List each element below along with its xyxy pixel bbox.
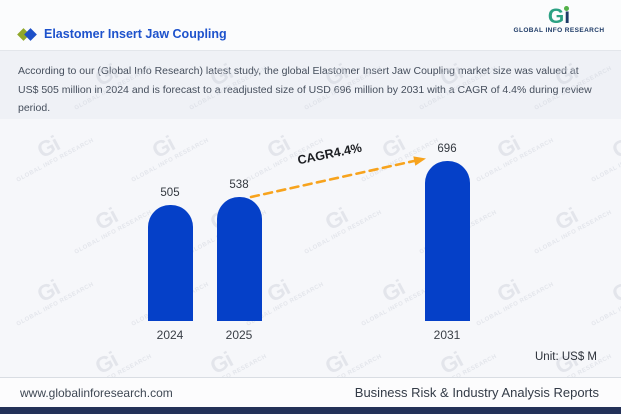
title-row: Elastomer Insert Jaw Coupling — [17, 27, 227, 41]
cagr-trend-arrow — [249, 156, 426, 199]
summary-text: According to our (Global Info Research) … — [18, 65, 592, 114]
bar-value-label: 505 — [160, 187, 180, 199]
bar-chart: 505 2024 538 2025 696 2031 CAGR4.4% — [0, 120, 621, 355]
company-logo: Gı GLOBAL INFO RESEARCH — [511, 5, 607, 34]
unit-label: Unit: US$ M — [535, 351, 597, 363]
footer: www.globalinforesearch.com Business Risk… — [0, 377, 621, 407]
logo-gi-icon: Gı — [547, 5, 571, 28]
footer-website-link[interactable]: www.globalinforesearch.com — [20, 385, 173, 400]
logo-text: GLOBAL INFO RESEARCH — [513, 27, 605, 34]
summary-panel: According to our (Global Info Research) … — [0, 51, 621, 119]
bar-value-label: 696 — [437, 143, 457, 155]
bar — [147, 205, 193, 321]
bar-value-label: 538 — [229, 179, 249, 191]
x-axis-label: 2031 — [433, 328, 461, 342]
bottom-accent-strip — [0, 407, 621, 414]
diamond-bullet-icon — [17, 27, 37, 41]
page-title: Elastomer Insert Jaw Coupling — [44, 27, 227, 41]
x-axis-label: 2024 — [156, 328, 184, 342]
header: Elastomer Insert Jaw Coupling — [0, 0, 621, 51]
footer-tagline: Business Risk & Industry Analysis Report… — [354, 385, 599, 400]
x-axis-label: 2025 — [225, 328, 253, 342]
bar — [216, 197, 262, 321]
bar — [424, 161, 470, 321]
